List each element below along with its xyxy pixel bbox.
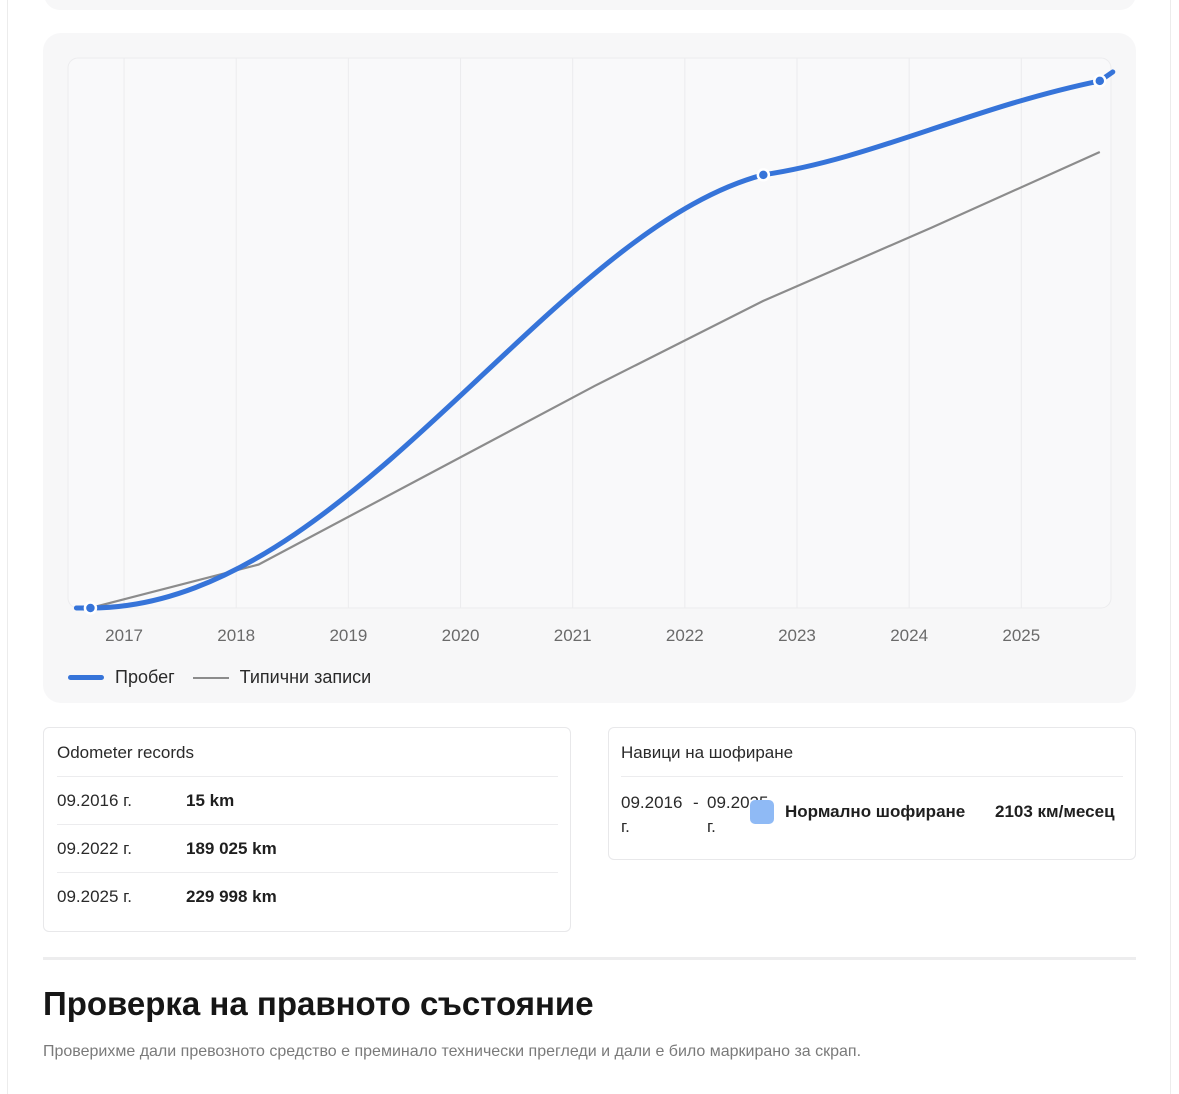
driving-habits-title: Навици на шофиране <box>621 743 794 762</box>
record-date: 09.2025 г. <box>57 887 133 906</box>
x-tick-label: 2025 <box>1002 626 1040 645</box>
page-left-edge <box>7 0 8 1094</box>
record-date: 09.2016 г. <box>57 791 133 810</box>
legal-status-title: Проверка на правното състояние <box>43 985 594 1022</box>
period-separator: - <box>693 793 699 812</box>
legend-label-mileage: Пробег <box>115 667 175 687</box>
driving-habits-card: Навици на шофиране 09.2016 - 09.2025 г. … <box>608 727 1136 860</box>
legend-item-mileage[interactable]: Пробег <box>68 667 175 688</box>
odometer-records-title: Odometer records <box>57 743 194 762</box>
period-from-suffix: г. <box>621 817 630 836</box>
legal-status-subtitle: Проверихме дали превозното средство е пр… <box>43 1043 862 1060</box>
x-tick-label: 2021 <box>554 626 592 645</box>
previous-card <box>44 0 1136 10</box>
record-value: 229 998 km <box>186 887 277 906</box>
x-tick-label: 2024 <box>890 626 928 645</box>
x-tick-label: 2019 <box>329 626 367 645</box>
period-to-suffix: г. <box>707 817 716 836</box>
period-from: 09.2016 <box>621 793 683 812</box>
card-divider <box>57 824 558 825</box>
record-value: 15 km <box>186 791 235 810</box>
legend-swatch-mileage <box>68 675 104 680</box>
section-divider <box>43 957 1136 960</box>
mileage-point[interactable] <box>756 168 771 182</box>
x-tick-label: 2023 <box>778 626 816 645</box>
series-line-mileage <box>73 69 1116 611</box>
chart-legend: Пробег Типични записи <box>68 667 389 688</box>
plot-area <box>67 57 1112 609</box>
card-divider <box>621 776 1123 777</box>
legend-label-typical: Типични записи <box>239 667 372 687</box>
x-tick-label: 2020 <box>442 626 480 645</box>
mileage-point[interactable] <box>83 601 98 615</box>
legend-item-typical[interactable]: Типични записи <box>192 667 372 688</box>
mileage-point[interactable] <box>1093 74 1107 88</box>
x-tick-label: 2017 <box>105 626 143 645</box>
driving-type-swatch <box>750 800 774 824</box>
page-right-edge <box>1170 0 1171 1094</box>
driving-type: Нормално шофиране <box>785 802 966 821</box>
record-date: 09.2022 г. <box>57 839 133 858</box>
mileage-chart-card: 2017 2018 2019 2020 2021 2022 2023 2024 2025 Про… <box>43 33 1136 703</box>
card-divider <box>57 776 558 777</box>
card-divider <box>57 872 558 873</box>
series-line-typical <box>90 150 1101 610</box>
odometer-records-card: Odometer records 09.2016 г. 15 km 09.202… <box>43 727 571 932</box>
record-value: 189 025 km <box>186 839 277 858</box>
driving-rate: 2103 км/месец <box>995 802 1115 821</box>
x-tick-label: 2022 <box>666 626 704 645</box>
mileage-chart: 2017 2018 2019 2020 2021 2022 2023 2024 2025 <box>67 57 1116 645</box>
x-tick-label: 2018 <box>217 626 255 645</box>
legend-swatch-typical <box>192 676 229 679</box>
